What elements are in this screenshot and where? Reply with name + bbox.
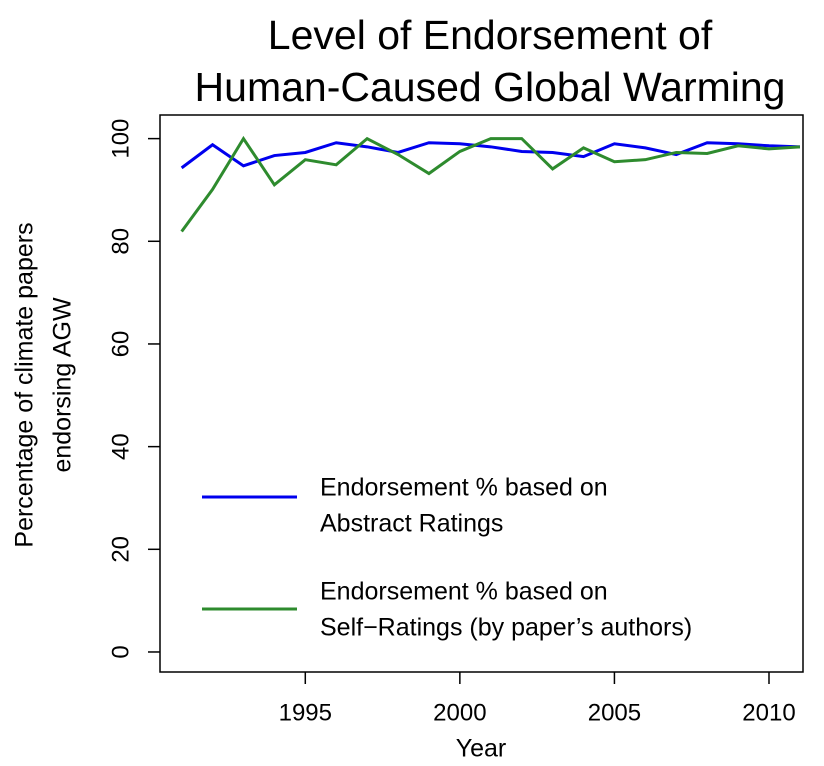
x-axis-label: Year: [456, 735, 507, 763]
legend-label: Endorsement % based on: [320, 578, 608, 606]
chart-title: Human-Caused Global Warming: [195, 64, 786, 110]
y-tick-label: 100: [107, 119, 134, 159]
x-tick-label: 2005: [588, 699, 641, 726]
x-tick-label: 2010: [742, 699, 795, 726]
y-tick-label: 40: [107, 433, 134, 460]
y-tick-label: 0: [107, 645, 134, 658]
legend-label: Self−Ratings (by paper’s authors): [320, 614, 692, 642]
y-axis-label: endorsing AGW: [49, 297, 77, 472]
series-line: [180, 135, 801, 233]
legend-label: Endorsement % based on: [320, 474, 608, 502]
legend-label: Abstract Ratings: [320, 510, 503, 538]
y-tick-label: 80: [107, 228, 134, 255]
y-tick-label: 60: [107, 331, 134, 358]
y-tick-label: 20: [107, 536, 134, 563]
plot-frame: [159, 114, 804, 673]
series-line: [180, 141, 800, 170]
x-tick-label: 1995: [279, 699, 332, 726]
y-axis-label: Percentage of climate papers: [11, 222, 39, 547]
chart-title: Level of Endorsement of: [268, 12, 713, 58]
x-tick-label: 2000: [433, 699, 486, 726]
